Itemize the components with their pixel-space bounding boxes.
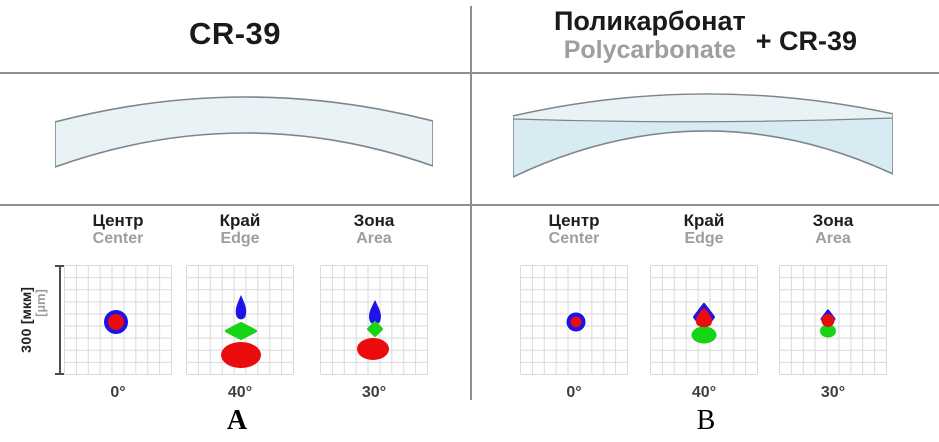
panel-b-title-suffix: + CR-39: [755, 26, 857, 56]
scale-axis-label: 300 [мкм] [µm]: [18, 264, 58, 376]
angle-label-a-area: 30°: [361, 384, 387, 401]
lens-diagram-rule: [0, 204, 939, 206]
panel-b-title-ru: Поликарбонат: [553, 6, 746, 36]
panel-b-title: Поликарбонат Polycarbonate + CR-39: [472, 6, 939, 63]
column-label-b-edge: Край Edge: [683, 211, 725, 247]
spot-diagram-a-area: [320, 265, 428, 375]
spot-diagram-b-area: [779, 265, 887, 375]
spot-diagram-b-center: [520, 265, 628, 375]
header-rule: [0, 72, 939, 74]
angle-label-a-edge: 40°: [227, 384, 253, 401]
scale-value: 300: [18, 328, 34, 353]
panel-b-title-en: Polycarbonate: [563, 36, 736, 64]
scale-unit-en: [µm]: [33, 289, 48, 317]
spot-diagram-b-edge: [650, 265, 758, 375]
panel-a-title: CR-39: [188, 16, 282, 51]
figure-caption-b: В: [696, 405, 716, 436]
scale-unit-ru: [мкм]: [18, 287, 34, 325]
spot-diagram-a-edge: [186, 265, 294, 375]
scale-axis-line: [55, 265, 65, 375]
lens-cross-section-cr39: [55, 96, 433, 168]
column-label-a-center: Центр Center: [92, 211, 144, 247]
column-label-a-edge: Край Edge: [219, 211, 261, 247]
angle-label-b-center: 0°: [566, 384, 582, 401]
panel-divider-line: [470, 6, 472, 400]
spot-diagram-a-center: [64, 265, 172, 375]
column-label-a-area: Зона Area: [353, 211, 395, 247]
column-label-b-center: Центр Center: [548, 211, 600, 247]
column-label-b-area: Зона Area: [812, 211, 854, 247]
angle-label-b-area: 30°: [820, 384, 846, 401]
lens-cross-section-polycarbonate-cr39: [513, 93, 893, 178]
figure-caption-a: А: [226, 405, 248, 436]
angle-label-a-center: 0°: [110, 384, 126, 401]
angle-label-b-edge: 40°: [691, 384, 717, 401]
